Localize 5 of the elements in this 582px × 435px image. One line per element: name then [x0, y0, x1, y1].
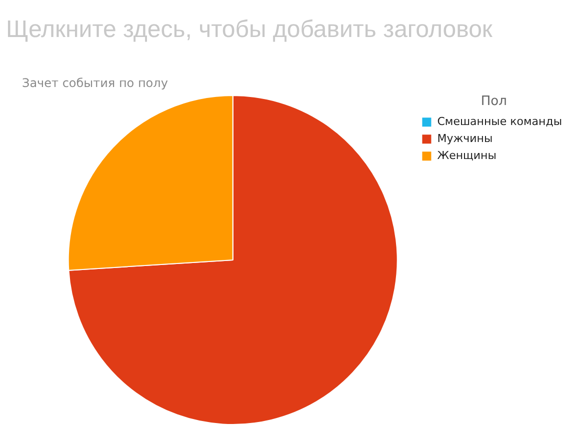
legend-label: Женщины	[437, 148, 496, 162]
legend-label: Мужчины	[437, 132, 493, 145]
chart-subtitle: Зачет события по полу	[22, 76, 168, 90]
legend-title: Пол	[480, 94, 507, 109]
legend-label: Смешанные команды	[437, 114, 562, 128]
